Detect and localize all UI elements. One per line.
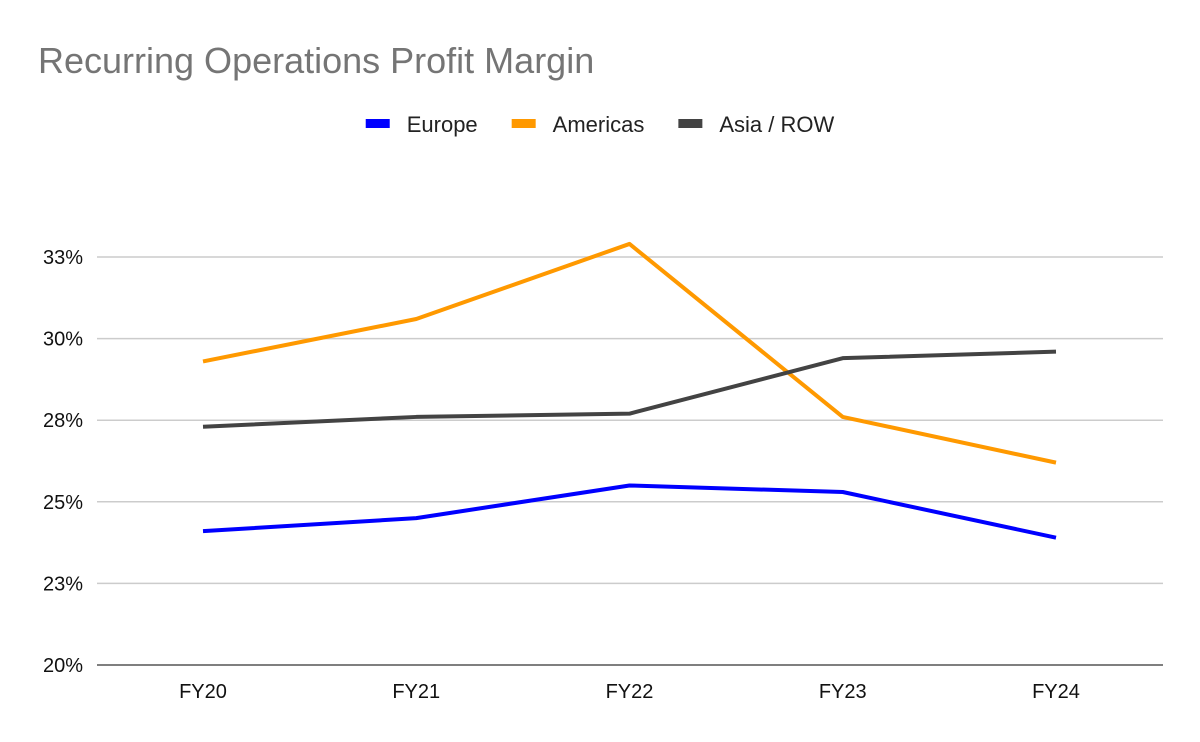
series-line-americas	[202, 241, 1057, 465]
x-tick-label: FY24	[1032, 681, 1080, 703]
y-tick-label: 20%	[43, 655, 83, 677]
gridlines	[97, 256, 1163, 666]
legend-swatch-americas	[511, 119, 536, 128]
legend-label-asia-row: Asia / ROW	[719, 112, 834, 137]
y-tick-label: 33%	[43, 247, 83, 269]
legend-swatch-europe	[365, 119, 390, 128]
legend-label-europe: Europe	[407, 112, 478, 137]
x-axis: FY20 FY21 FY22 FY23 FY24	[179, 681, 1080, 703]
x-tick-label: FY21	[392, 681, 440, 703]
y-tick-label: 25%	[43, 492, 83, 514]
series-line-asia-row	[202, 349, 1057, 429]
legend-swatch-asia-row	[678, 119, 703, 128]
legend-label-americas: Americas	[553, 112, 645, 137]
legend: Europe Americas Asia / ROW	[365, 112, 835, 137]
y-axis: 20% 23% 25% 28% 30% 33%	[43, 247, 83, 677]
x-tick-label: FY22	[606, 681, 654, 703]
x-tick-label: FY20	[179, 681, 227, 703]
y-tick-label: 23%	[43, 573, 83, 595]
chart-title: Recurring Operations Profit Margin	[38, 40, 595, 81]
x-tick-label: FY23	[819, 681, 867, 703]
series-lines	[202, 241, 1057, 540]
y-tick-label: 28%	[43, 410, 83, 432]
y-tick-label: 30%	[43, 329, 83, 351]
series-line-europe	[202, 483, 1057, 540]
